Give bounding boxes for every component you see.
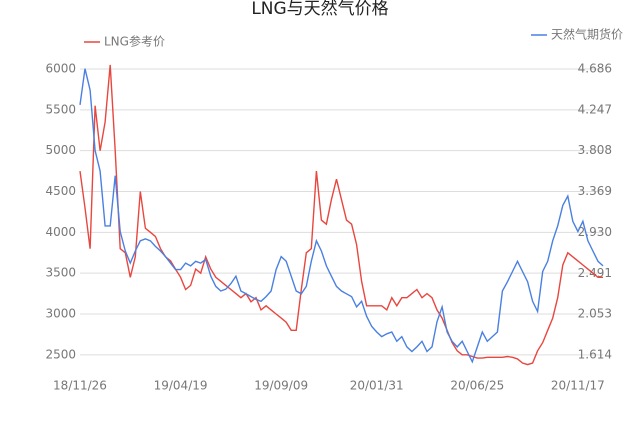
line-series (79, 68, 604, 364)
x-tick-label: 19/04/19 (154, 379, 208, 393)
x-tick-label: 20/11/17 (551, 379, 605, 393)
y-tick-label: 5000 (45, 143, 76, 157)
y2-tick-label: 2.491 (578, 266, 612, 280)
y-tick-label: 4000 (45, 225, 76, 239)
y-tick-label: 2500 (45, 347, 76, 361)
y2-tick-label: 3.369 (578, 184, 612, 198)
legend-label: LNG参考价 (104, 34, 165, 49)
y2-tick-label: 3.808 (578, 143, 612, 157)
chart-title: LNG与天然气价格 (251, 0, 388, 19)
x-tick-label: 19/09/09 (254, 379, 308, 393)
x-tick-label: 20/01/31 (350, 379, 404, 393)
y2-tick-label: 4.247 (578, 102, 612, 116)
legend-label: 天然气期货价 (551, 27, 623, 42)
y2-tick-label: 2.053 (578, 307, 612, 321)
y-tick-label: 3500 (45, 266, 76, 280)
x-tick-label: 18/11/26 (53, 379, 107, 393)
y-tick-label: 6000 (45, 61, 76, 75)
y2-tick-label: 2.930 (578, 225, 612, 239)
y2-tick-label: 4.686 (578, 62, 612, 76)
y-tick-label: 4500 (45, 184, 76, 198)
y2-tick-label: 1.614 (578, 347, 612, 361)
y-tick-label: 3000 (45, 307, 76, 321)
x-tick-label: 20/06/25 (450, 379, 504, 393)
y-tick-label: 5500 (45, 102, 76, 116)
